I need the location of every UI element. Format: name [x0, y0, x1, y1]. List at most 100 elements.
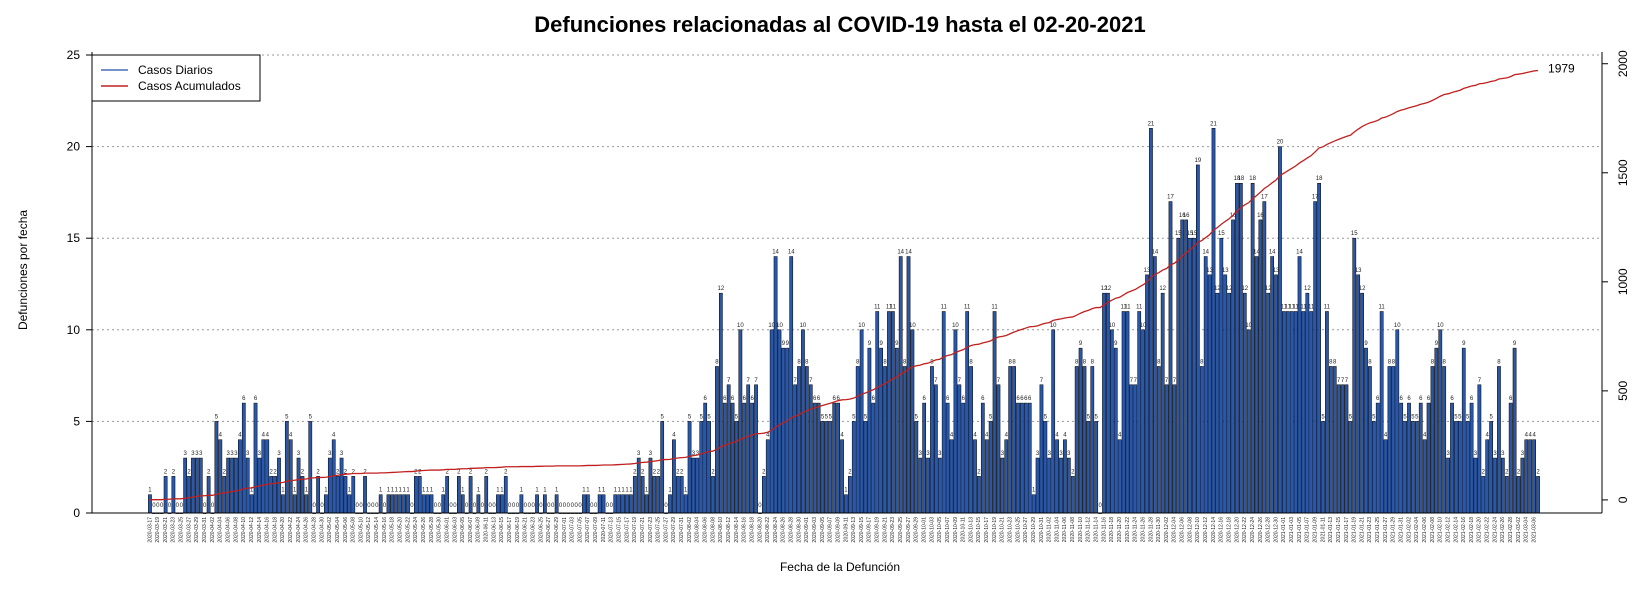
bar-label: 10	[1050, 323, 1057, 329]
bar-label: 12	[1304, 286, 1311, 292]
bar-label: 11	[1324, 304, 1331, 310]
bar-label: 0	[410, 503, 414, 509]
bar	[1285, 311, 1290, 514]
bar-label: 0	[516, 503, 520, 509]
bar-label: 5	[700, 414, 704, 420]
bar-label: 6	[922, 396, 926, 402]
bar	[363, 476, 367, 514]
bar-label: 3	[199, 451, 203, 457]
bar-label: 15	[1191, 231, 1198, 237]
x-tick-label: 2020-06-15	[499, 517, 505, 543]
x-tick-label: 2020-10-11	[961, 517, 967, 542]
bar	[695, 457, 700, 514]
x-tick-label: 2020-07-09	[593, 517, 599, 543]
bar	[1266, 292, 1271, 514]
bar-label: 1	[402, 488, 406, 494]
bar-label: 2	[1482, 469, 1486, 475]
x-tick-label: 2020-06-29	[554, 517, 560, 543]
bar-label: 4	[973, 433, 977, 439]
bar-label: 14	[1269, 250, 1276, 256]
bar-label: 0	[152, 503, 156, 509]
x-tick-label: 2020-09-01	[804, 517, 810, 543]
bar-label: 1	[621, 488, 625, 494]
x-tick-label: 2020-06-27	[546, 517, 552, 543]
x-tick-label: 2021-01-25	[1375, 517, 1381, 543]
bar-label: 4	[219, 433, 223, 439]
bar-label: 11	[941, 304, 948, 310]
x-tick-label: 2020-09-11	[843, 517, 849, 542]
bar	[1262, 201, 1267, 514]
bar	[761, 476, 766, 514]
bar-label: 6	[946, 396, 950, 402]
bar	[1442, 366, 1447, 514]
bar	[832, 402, 837, 514]
bar	[805, 366, 809, 514]
bar	[1383, 439, 1388, 514]
x-tick-label: 2021-03-06	[1531, 517, 1537, 543]
bar	[675, 476, 680, 514]
bar-label: 0	[563, 503, 567, 509]
bar-label: 10	[1394, 323, 1401, 329]
bar	[1055, 439, 1059, 514]
x-tick-label: 2020-08-04	[695, 517, 701, 543]
bar-label: 2	[676, 469, 680, 475]
bar-label: 5	[1454, 414, 1458, 420]
x-tick-label: 2020-12-06	[1180, 517, 1186, 543]
bar-label: 1	[520, 488, 524, 494]
bar-label: 17	[1312, 195, 1319, 201]
bar-label: 2	[172, 469, 176, 475]
bar	[644, 494, 649, 514]
bar	[871, 402, 876, 514]
bar-label: 8	[1497, 359, 1501, 365]
x-tick-label: 2020-08-10	[718, 517, 724, 543]
bar	[1012, 366, 1016, 514]
bar-label: 1	[614, 488, 618, 494]
x-tick-labels: 2020-03-17 2020-03-19 2020-03-21 2020-03-23…	[147, 517, 1537, 543]
bar	[1066, 457, 1071, 514]
bar-label: 3	[1521, 451, 1525, 457]
bar-label: 9	[879, 341, 883, 347]
bar	[1121, 311, 1126, 514]
bar-label: 14	[1152, 250, 1159, 256]
bar	[468, 476, 473, 514]
x-tick-label: 2020-12-28	[1266, 517, 1272, 543]
bar-label: 0	[481, 503, 485, 509]
bar	[793, 384, 797, 514]
bar-label: 8	[1012, 359, 1016, 365]
bar-label: 10	[776, 323, 783, 329]
bar	[1360, 292, 1364, 514]
legend-label-daily: Casos Diarios	[138, 63, 213, 77]
bar-label: 6	[836, 396, 840, 402]
bar-label: 5	[915, 414, 919, 420]
bar-label: 1	[348, 488, 352, 494]
bar	[1176, 237, 1181, 514]
bar	[476, 494, 481, 514]
bar-label: 12	[1159, 286, 1166, 292]
bar-label: 12	[1214, 286, 1221, 292]
bar-label: 0	[606, 503, 610, 509]
bar	[1313, 201, 1318, 514]
x-tick-label: 2020-07-25	[656, 517, 662, 543]
x-tick-label: 2020-10-07	[945, 517, 951, 543]
bar-label: 1	[477, 488, 481, 494]
bar-label: 6	[872, 396, 876, 402]
bar-label: 3	[183, 451, 187, 457]
bar	[1254, 256, 1259, 514]
cumulative-end-label: 1979	[1548, 61, 1575, 75]
bar	[460, 494, 465, 514]
bar-label: 6	[1419, 396, 1423, 402]
bar-label: 11	[964, 304, 971, 310]
bar-label: 6	[254, 396, 258, 402]
bar	[781, 347, 786, 514]
bar	[945, 402, 950, 514]
bar	[949, 439, 954, 514]
bar	[284, 421, 289, 514]
x-tick-label: 2021-01-23	[1367, 517, 1373, 543]
bar-label: 12	[1226, 286, 1233, 292]
bar	[738, 329, 743, 514]
x-tick-label: 2020-11-02	[1047, 517, 1053, 542]
x-tick-label: 2020-08-02	[687, 517, 693, 543]
bar-label: 3	[1059, 451, 1063, 457]
bar	[1219, 237, 1224, 514]
x-tick-label: 2020-06-23	[530, 517, 536, 543]
